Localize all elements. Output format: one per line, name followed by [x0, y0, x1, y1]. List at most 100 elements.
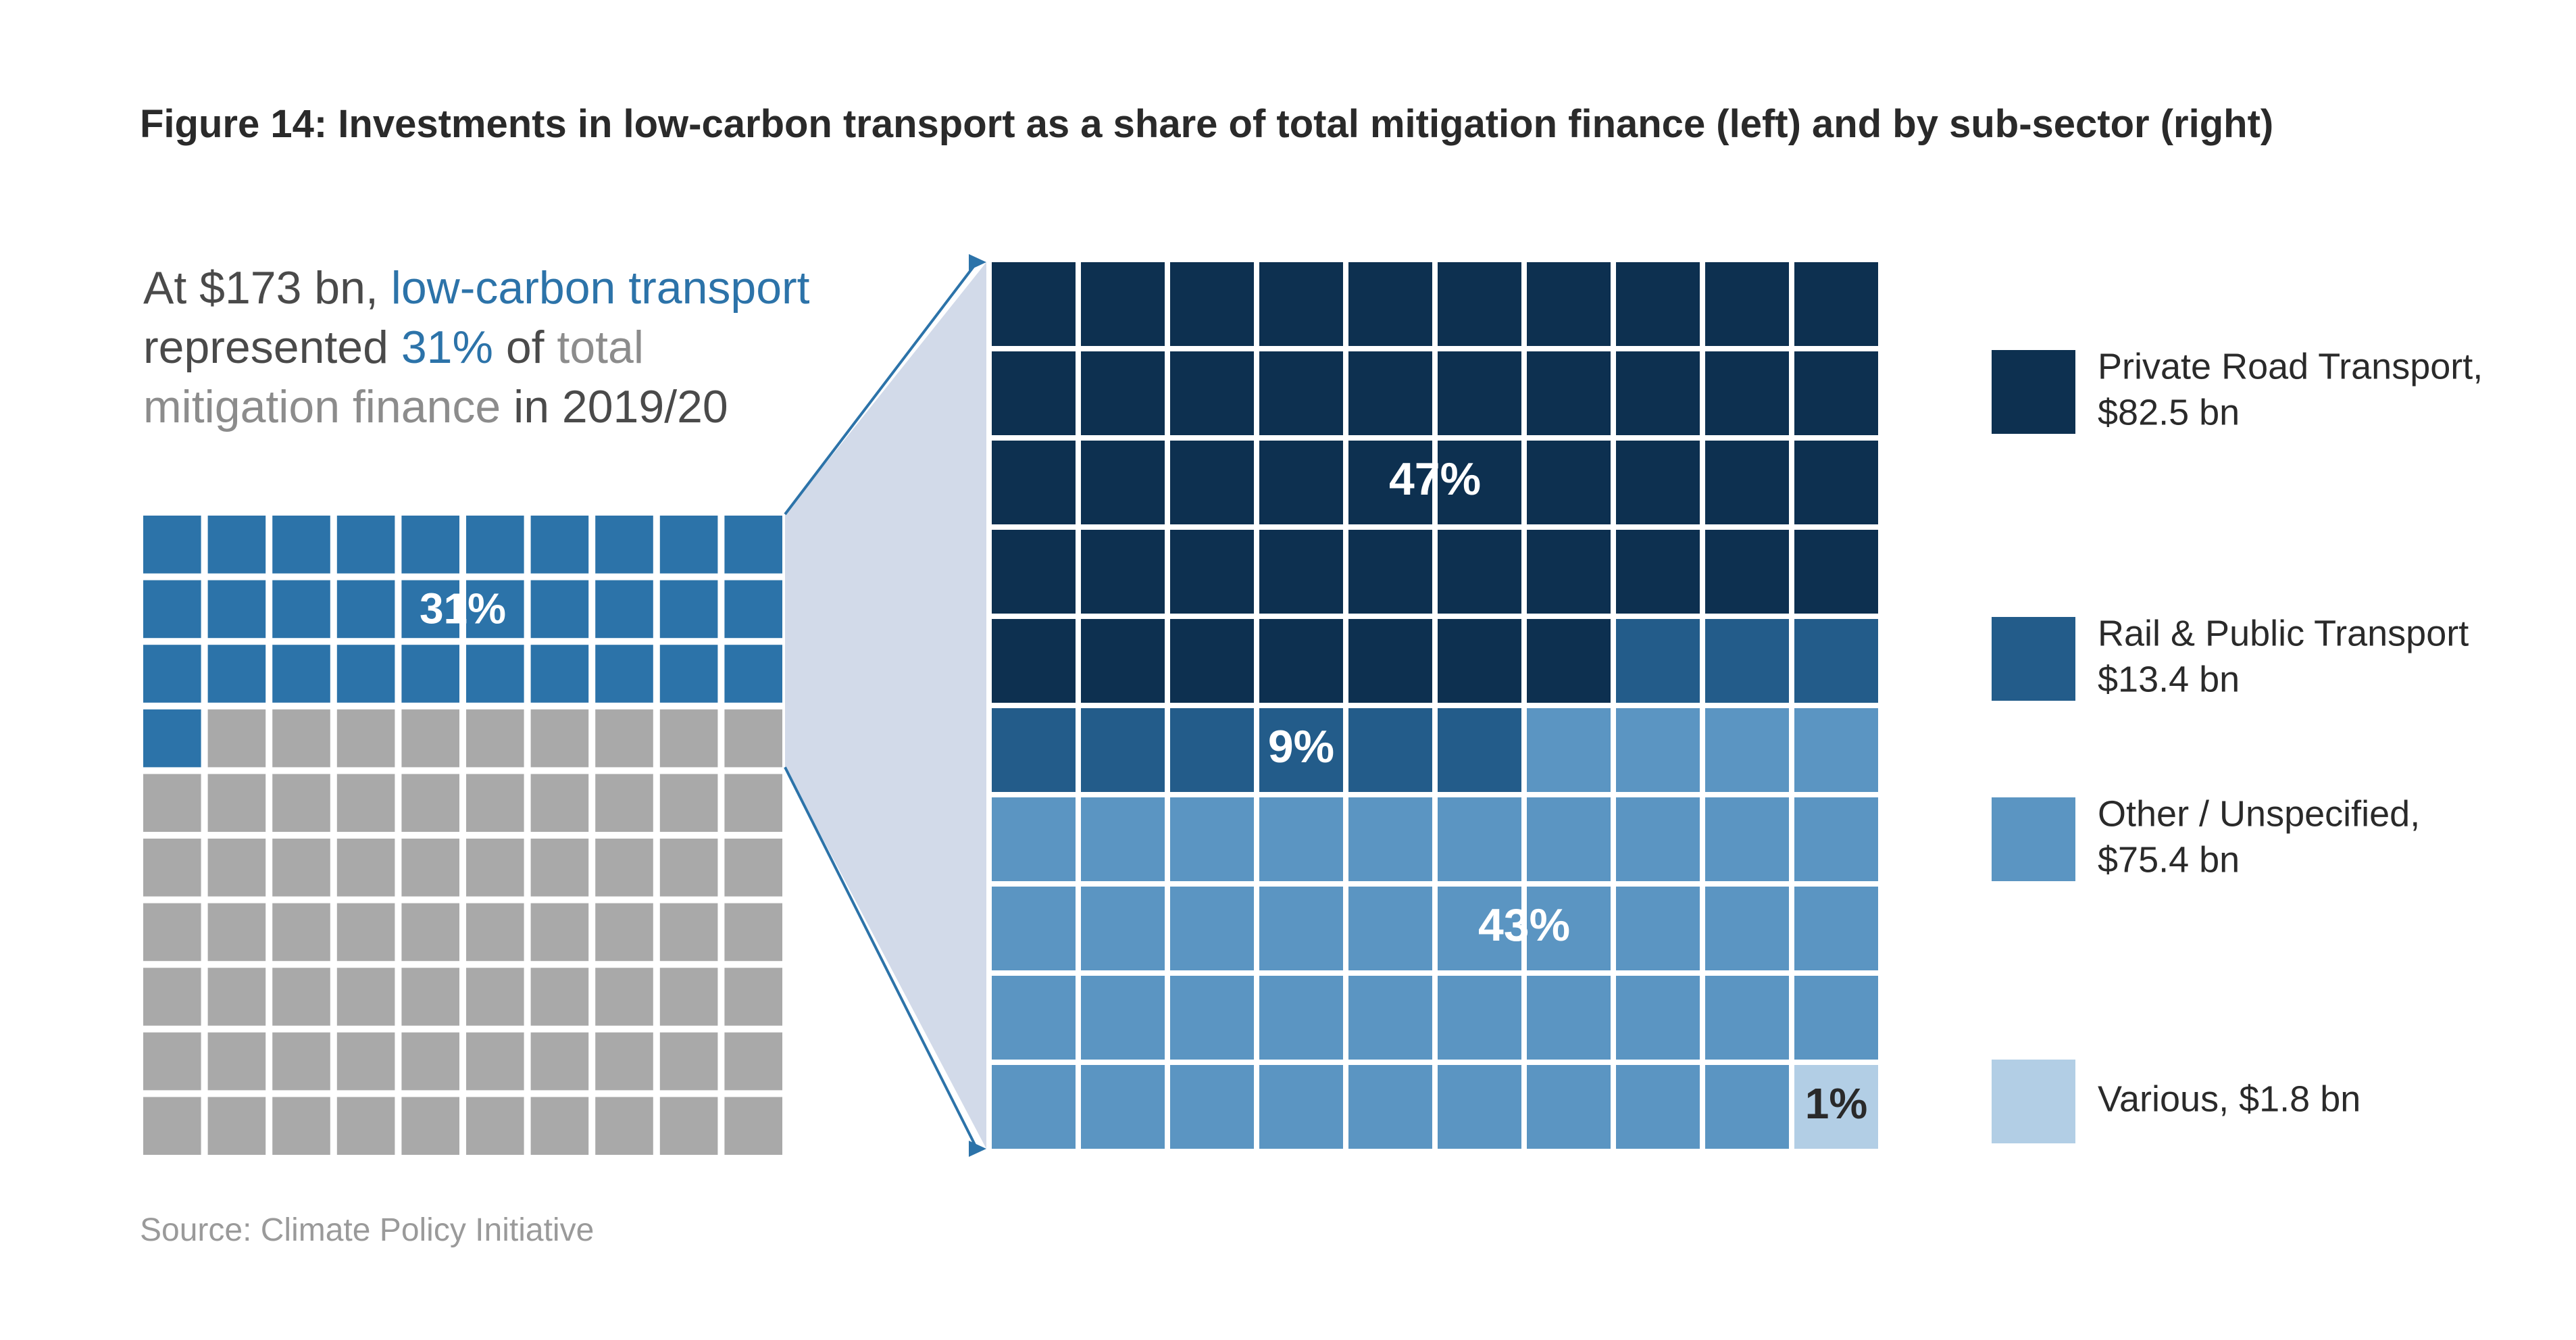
private-road-label: 47% [1389, 453, 1481, 505]
private-road-transport-cell [1348, 530, 1432, 614]
private-road-transport-cell [1438, 262, 1521, 346]
other-mitigation-cell [659, 774, 718, 832]
left-share-label: 31% [420, 584, 506, 632]
private-road-transport-cell [1616, 530, 1700, 614]
other-mitigation-cell [724, 968, 782, 1026]
rail-public-transport-cell [1438, 708, 1521, 792]
intro-highlight-total: total mitigation finance [143, 322, 644, 432]
other-unspecified-cell [1794, 708, 1878, 792]
other-mitigation-cell [272, 1097, 330, 1155]
private-road-transport-cell [1170, 530, 1254, 614]
private-road-transport-cell [1527, 619, 1611, 703]
private-road-transport-cell [1794, 530, 1878, 614]
low-carbon-cell [143, 516, 201, 574]
private-road-transport-cell [1348, 262, 1432, 346]
other-mitigation-cell [466, 774, 524, 832]
private-road-transport-cell [1170, 351, 1254, 435]
other-mitigation-cell [595, 774, 653, 832]
private-road-transport-cell [992, 441, 1076, 524]
legend-swatch [1992, 617, 2075, 701]
private-road-transport-cell [1081, 351, 1165, 435]
other-unspecified-cell [992, 976, 1076, 1060]
private-road-transport-cell [1438, 619, 1521, 703]
low-carbon-cell [143, 645, 201, 703]
low-carbon-cell [659, 645, 718, 703]
other-mitigation-cell [724, 839, 782, 897]
other-unspecified-cell [1170, 797, 1254, 881]
other-mitigation-cell [336, 903, 395, 962]
other-unspecified-cell [1794, 887, 1878, 970]
private-road-transport-cell [992, 351, 1076, 435]
other-mitigation-cell [659, 709, 718, 768]
low-carbon-cell [336, 645, 395, 703]
private-road-transport-cell [1438, 441, 1521, 524]
private-road-transport-cell [1616, 351, 1700, 435]
intro-part4: in 2019/20 [501, 381, 728, 432]
low-carbon-cell [336, 580, 395, 639]
low-carbon-cell [143, 709, 201, 768]
connector-arrow-top [969, 254, 986, 270]
other-mitigation-cell [401, 903, 459, 962]
other-unspecified-cell [1348, 887, 1432, 970]
private-road-transport-cell [1527, 530, 1611, 614]
private-road-transport-cell [1527, 262, 1611, 346]
private-road-transport-cell [1348, 351, 1432, 435]
other-unspecified-cell [1170, 887, 1254, 970]
other-mitigation-cell [724, 1097, 782, 1155]
various-label: 1% [1805, 1079, 1868, 1128]
other-unspecified-cell [1259, 887, 1343, 970]
other-unspecified-cell [1616, 887, 1700, 970]
other-unspecified-cell [1705, 797, 1789, 881]
legend-label: Various, $1.8 bn [2098, 1078, 2360, 1119]
other-unspecified-cell [1081, 976, 1165, 1060]
private-road-transport-cell [992, 530, 1076, 614]
rail-public-transport-cell [1348, 708, 1432, 792]
other-unspecified-cell [992, 887, 1076, 970]
other-mitigation-cell [595, 903, 653, 962]
low-carbon-cell [207, 645, 266, 703]
source-note: Source: Climate Policy Initiative [140, 1212, 595, 1248]
private-road-transport-cell [1348, 441, 1432, 524]
other-unspecified-cell [1170, 976, 1254, 1060]
low-carbon-cell [401, 580, 459, 639]
other-mitigation-cell [401, 1032, 459, 1091]
other-mitigation-cell [530, 1032, 589, 1091]
other-mitigation-cell [207, 1097, 266, 1155]
other-mitigation-cell [143, 839, 201, 897]
private-road-transport-cell [1794, 351, 1878, 435]
other-mitigation-cell [724, 903, 782, 962]
other-unspecified-cell [1705, 887, 1789, 970]
low-carbon-cell [401, 645, 459, 703]
other-unspecified-cell [1527, 708, 1611, 792]
intro-text: At $173 bn, low-carbon transport represe… [143, 258, 819, 437]
connector-wedge [785, 262, 986, 1149]
other-unspecified-cell [1170, 1065, 1254, 1149]
other-unspecified-cell [1348, 976, 1432, 1060]
rail-public-transport-cell [1170, 708, 1254, 792]
other-mitigation-cell [659, 968, 718, 1026]
chart-title: Figure 14: Investments in low-carbon tra… [140, 102, 2274, 146]
other-mitigation-cell [595, 709, 653, 768]
other-mitigation-cell [272, 1032, 330, 1091]
other-mitigation-cell [207, 774, 266, 832]
other-mitigation-cell [466, 1032, 524, 1091]
low-carbon-cell [272, 516, 330, 574]
other-mitigation-cell [530, 774, 589, 832]
other-mitigation-cell [143, 1097, 201, 1155]
other-mitigation-cell [659, 903, 718, 962]
waffle-labels: 31% 47% 9% 43% 1% [420, 453, 1867, 1128]
private-road-transport-cell [1170, 441, 1254, 524]
other-mitigation-cell [401, 1097, 459, 1155]
connector-line-bottom [784, 766, 978, 1149]
other-unspecified-cell [1438, 976, 1521, 1060]
other-unspecified-cell [1794, 976, 1878, 1060]
other-unspecified-cell [992, 797, 1076, 881]
private-road-transport-cell [1438, 351, 1521, 435]
legend-swatch [1992, 350, 2075, 434]
low-carbon-cell [207, 580, 266, 639]
rail-public-transport-cell [1081, 708, 1165, 792]
intro-part2: represented [143, 322, 401, 373]
various-cell [1794, 1065, 1878, 1149]
other-mitigation-cell [207, 1032, 266, 1091]
other-mitigation-cell [336, 968, 395, 1026]
